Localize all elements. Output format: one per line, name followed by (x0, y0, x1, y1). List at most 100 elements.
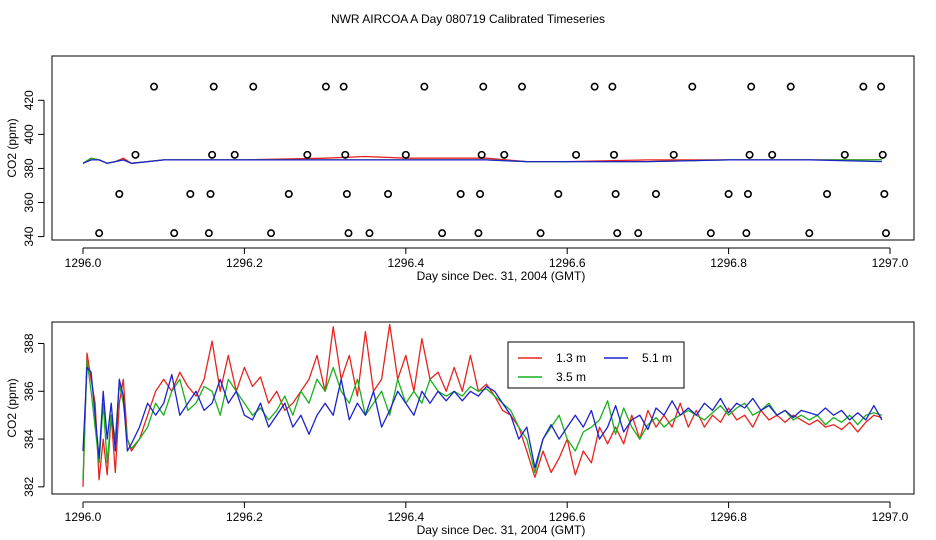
top-y-tick-label: 420 (22, 90, 36, 110)
scatter-point (572, 150, 581, 159)
scatter-point (706, 229, 715, 238)
scatter-point (170, 229, 179, 238)
scatter-point (204, 229, 213, 238)
top-x-tick-label: 1297.0 (872, 256, 909, 270)
scatter-point (554, 190, 563, 199)
top-y-tick-label: 380 (22, 158, 36, 178)
scatter-point (878, 150, 887, 159)
scatter-point (805, 229, 814, 238)
scatter-point (881, 229, 890, 238)
scatter-point (115, 190, 124, 199)
scatter-point (877, 82, 886, 91)
bottom-y-tick-label: 382 (22, 477, 36, 497)
scatter-point (613, 229, 622, 238)
series-line-green (82, 157, 882, 164)
top-x-axis-label: Day since Dec. 31, 2004 (GMT) (417, 269, 586, 283)
top-x-tick-label: 1296.0 (65, 256, 102, 270)
bottom-panel: 1296.0 1296.2 1296.4 1296.6 1296.8 1297.0 Day … (5, 321, 915, 537)
scatter-point (651, 190, 660, 199)
top-y-tick-label: 360 (22, 192, 36, 212)
scatter-point (500, 150, 509, 159)
top-x-tick-label: 1296.2 (226, 256, 263, 270)
bottom-y-tick-label: 388 (22, 333, 36, 353)
scatter-point (688, 82, 697, 91)
top-plot-area (82, 82, 890, 238)
legend-label: 5.1 m (642, 351, 672, 365)
scatter-point (209, 82, 218, 91)
top-y-axis-label: CO2 (ppm) (5, 118, 19, 177)
scatter-point (456, 190, 465, 199)
scatter-point (284, 190, 293, 199)
scatter-point (267, 229, 276, 238)
scatter-point (743, 190, 752, 199)
scatter-point (608, 82, 617, 91)
scatter-point (303, 150, 312, 159)
scatter-point (823, 190, 832, 199)
scatter-point (742, 229, 751, 238)
top-x-tick-label: 1296.6 (549, 256, 586, 270)
chart-title: NWR AIRCOA A Day 080719 Calibrated Times… (331, 12, 605, 26)
legend-label: 1.3 m (556, 351, 586, 365)
series-line-5-1-m (82, 366, 883, 469)
legend: 1.3 m 5.1 m 3.5 m (507, 341, 685, 389)
top-y-tick-label: 340 (22, 226, 36, 246)
bottom-x-tick-label: 1297.0 (872, 510, 909, 524)
scatter-point (131, 150, 140, 159)
bottom-plot-frame (51, 321, 915, 495)
series-line-3-5-m (82, 359, 883, 480)
top-x-tick-label: 1296.8 (710, 256, 747, 270)
scatter-point (321, 82, 330, 91)
scatter-point (401, 150, 410, 159)
scatter-point (365, 229, 374, 238)
series-line-blue (82, 159, 882, 164)
scatter-point (186, 190, 195, 199)
scatter-point (339, 82, 348, 91)
bottom-x-axis-label: Day since Dec. 31, 2004 (GMT) (417, 523, 586, 537)
bottom-x-tick-label: 1296.6 (549, 510, 586, 524)
scatter-point (206, 190, 215, 199)
bottom-x-tick-label: 1296.4 (387, 510, 424, 524)
top-y-tick-label: 400 (22, 124, 36, 144)
bottom-plot-area (82, 323, 883, 487)
scatter-point (768, 150, 777, 159)
scatter-point (880, 190, 889, 199)
scatter-point (477, 150, 486, 159)
scatter-point (208, 150, 217, 159)
bottom-x-tick-label: 1296.0 (65, 510, 102, 524)
scatter-point (634, 229, 643, 238)
bottom-y-tick-label: 386 (22, 381, 36, 401)
scatter-point (384, 190, 393, 199)
scatter-point (474, 229, 483, 238)
bottom-x-tick-label: 1296.8 (710, 510, 747, 524)
scatter-point (840, 150, 849, 159)
scatter-point (724, 190, 733, 199)
bottom-y-tick-label: 384 (22, 429, 36, 449)
scatter-point (476, 190, 485, 199)
scatter-point (536, 229, 545, 238)
scatter-point (341, 150, 350, 159)
scatter-point (859, 82, 868, 91)
scatter-point (230, 150, 239, 159)
scatter-point (438, 229, 447, 238)
scatter-point (590, 82, 599, 91)
scatter-point (786, 82, 795, 91)
scatter-point (747, 82, 756, 91)
scatter-point (342, 190, 351, 199)
scatter-point (610, 150, 619, 159)
scatter-point (479, 82, 488, 91)
legend-label: 3.5 m (556, 370, 586, 384)
scatter-point (150, 82, 159, 91)
scatter-point (611, 190, 620, 199)
scatter-point (745, 150, 754, 159)
scatter-point (669, 150, 678, 159)
scatter-point (518, 82, 527, 91)
top-x-tick-label: 1296.4 (387, 256, 424, 270)
legend-box (507, 341, 685, 389)
scatter-point (420, 82, 429, 91)
scatter-point (95, 229, 104, 238)
top-panel: 1296.0 1296.2 1296.4 1296.6 1296.8 1297.0 Day … (5, 55, 915, 283)
top-plot-frame (51, 55, 915, 241)
scatter-point (249, 82, 258, 91)
bottom-x-tick-label: 1296.2 (226, 510, 263, 524)
